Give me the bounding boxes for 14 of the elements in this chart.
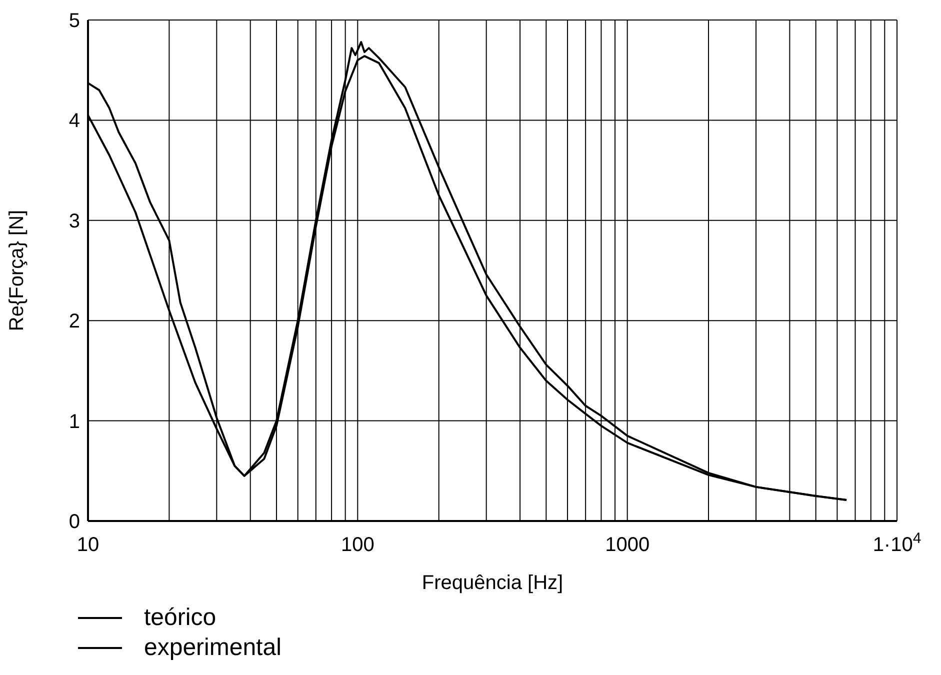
y-tick-label: 3 <box>68 210 80 232</box>
y-tick-label: 5 <box>68 10 80 32</box>
y-axis-title: Re{Força} [N] <box>6 210 28 332</box>
y-tick-label: 0 <box>68 511 80 533</box>
y-tick-label: 1 <box>68 410 80 433</box>
x-tick-label: 1000 <box>605 534 650 556</box>
x-tick-label: 1·10$^{4}$ <box>872 530 922 556</box>
y-tick-label: 2 <box>68 310 80 333</box>
x-tick-label: 100 <box>340 534 374 556</box>
x-tick-label: 10 <box>76 534 100 556</box>
legend-label: experimental <box>144 634 282 662</box>
legend-label: teórico <box>144 604 216 632</box>
x-axis-title: Frequência [Hz] <box>422 572 564 594</box>
y-tick-label: 4 <box>68 110 80 132</box>
